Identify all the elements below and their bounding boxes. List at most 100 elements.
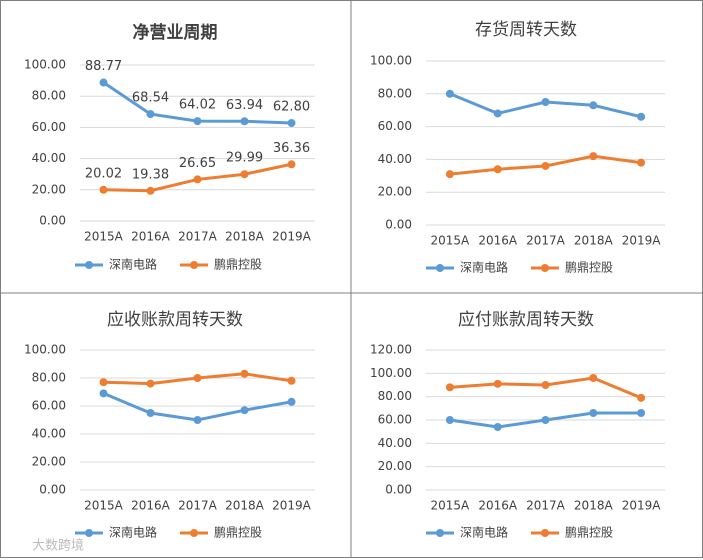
x-tick-label: 2018A xyxy=(225,499,265,513)
y-tick-label: 0.00 xyxy=(385,483,412,497)
y-tick-label: 80.00 xyxy=(32,89,66,103)
y-tick-label: 80.00 xyxy=(32,371,66,385)
watermark: 大数跨境 xyxy=(32,539,84,554)
point xyxy=(193,117,202,126)
x-tick-label: 2019A xyxy=(622,499,662,513)
point xyxy=(541,381,550,389)
x-tick-label: 2015A xyxy=(84,230,124,244)
y-tick-label: 100.00 xyxy=(24,343,66,357)
x-tick-label: 2017A xyxy=(526,499,566,513)
x-tick-label: 2017A xyxy=(178,499,218,513)
point xyxy=(445,170,454,179)
legend-marker xyxy=(541,529,549,537)
point xyxy=(99,378,108,387)
legend-label: 鹏鼎控股 xyxy=(214,526,262,540)
point xyxy=(637,393,646,402)
data-label: 20.02 xyxy=(85,166,122,181)
point xyxy=(541,161,550,170)
point xyxy=(99,78,108,87)
point xyxy=(146,409,155,417)
y-tick-label: 0.00 xyxy=(39,483,66,497)
y-tick-label: 20.00 xyxy=(378,459,412,473)
point xyxy=(589,101,598,110)
y-tick-label: 0.00 xyxy=(39,214,66,228)
data-label: 63.94 xyxy=(226,98,263,113)
y-tick-label: 80.00 xyxy=(378,389,412,403)
chart-title: 应付账款周转天数 xyxy=(458,310,594,330)
y-tick-label: 120.00 xyxy=(370,343,412,357)
point xyxy=(541,416,550,424)
legend-marker xyxy=(85,529,93,537)
data-label: 62.80 xyxy=(273,100,310,115)
legend-label: 深南电路 xyxy=(460,260,508,275)
y-tick-label: 40.00 xyxy=(378,436,412,450)
y-tick-label: 60.00 xyxy=(378,413,412,427)
point xyxy=(493,165,502,174)
point xyxy=(287,397,296,406)
chart-title: 应收账款周转天数 xyxy=(107,310,243,330)
y-tick-label: 60.00 xyxy=(378,119,412,133)
point xyxy=(637,112,646,121)
x-tick-label: 2018A xyxy=(574,499,614,513)
x-tick-label: 2019A xyxy=(272,499,312,513)
point xyxy=(193,374,202,382)
data-label: 68.54 xyxy=(132,91,169,106)
point xyxy=(287,376,296,385)
point xyxy=(146,186,155,195)
point xyxy=(637,409,646,417)
y-tick-label: 40.00 xyxy=(32,427,66,441)
x-tick-label: 2016A xyxy=(131,230,171,244)
y-tick-label: 60.00 xyxy=(32,399,66,413)
point xyxy=(493,423,502,431)
x-tick-label: 2017A xyxy=(178,230,218,244)
chart-title: 净营业周期 xyxy=(133,22,218,43)
x-tick-label: 2016A xyxy=(478,234,518,248)
point xyxy=(493,109,502,118)
data-label: 64.02 xyxy=(179,98,216,113)
point xyxy=(240,406,249,415)
x-tick-label: 2019A xyxy=(272,230,312,244)
legend-marker xyxy=(436,529,444,537)
point xyxy=(99,389,108,398)
point xyxy=(240,369,249,378)
y-tick-label: 20.00 xyxy=(378,185,412,199)
point xyxy=(146,110,155,119)
chart-title: 存货周转天数 xyxy=(475,20,577,40)
legend-label: 鹏鼎控股 xyxy=(214,258,262,272)
y-tick-label: 100.00 xyxy=(370,366,412,380)
y-tick-label: 20.00 xyxy=(32,455,66,469)
data-label: 26.65 xyxy=(179,156,216,171)
y-tick-label: 40.00 xyxy=(378,152,412,166)
legend-label: 深南电路 xyxy=(109,525,157,540)
x-tick-label: 2019A xyxy=(622,234,662,248)
x-tick-label: 2015A xyxy=(84,499,124,513)
y-tick-label: 20.00 xyxy=(32,182,66,196)
legend-label: 鹏鼎控股 xyxy=(565,261,613,275)
y-tick-label: 100.00 xyxy=(24,58,66,72)
point xyxy=(287,119,296,128)
point xyxy=(589,374,598,382)
point xyxy=(589,152,598,161)
legend-label: 深南电路 xyxy=(460,525,508,540)
point xyxy=(541,98,550,106)
data-label: 19.38 xyxy=(132,167,169,182)
y-tick-label: 40.00 xyxy=(32,151,66,165)
y-tick-label: 60.00 xyxy=(32,120,66,134)
point xyxy=(240,170,249,179)
point xyxy=(287,160,296,169)
point xyxy=(445,416,454,424)
point xyxy=(193,416,202,424)
x-tick-label: 2018A xyxy=(225,230,265,244)
y-tick-label: 0.00 xyxy=(385,218,412,232)
point xyxy=(493,379,502,388)
data-label: 36.36 xyxy=(273,141,310,156)
data-label: 88.77 xyxy=(85,59,122,74)
y-tick-label: 80.00 xyxy=(378,86,412,100)
legend-label: 深南电路 xyxy=(109,257,157,272)
legend-marker xyxy=(436,264,444,272)
legend-marker xyxy=(190,529,198,537)
legend-label: 鹏鼎控股 xyxy=(565,526,613,540)
point xyxy=(637,158,646,167)
x-tick-label: 2016A xyxy=(131,499,171,513)
